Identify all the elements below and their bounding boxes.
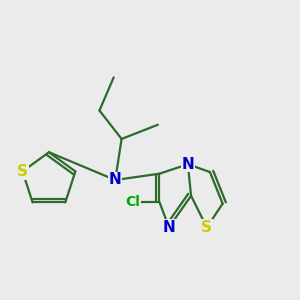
Text: N: N (182, 157, 194, 172)
Text: S: S (17, 164, 28, 179)
Text: N: N (109, 172, 122, 188)
Text: N: N (163, 220, 175, 235)
Text: S: S (201, 220, 212, 235)
Text: Cl: Cl (125, 195, 140, 209)
